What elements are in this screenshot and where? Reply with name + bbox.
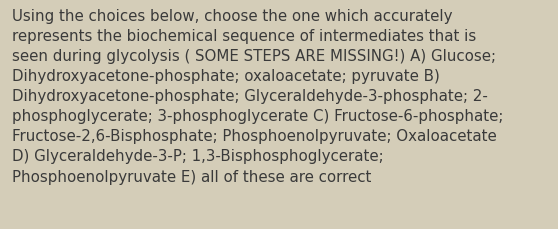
Text: Using the choices below, choose the one which accurately
represents the biochemi: Using the choices below, choose the one … (12, 9, 504, 184)
